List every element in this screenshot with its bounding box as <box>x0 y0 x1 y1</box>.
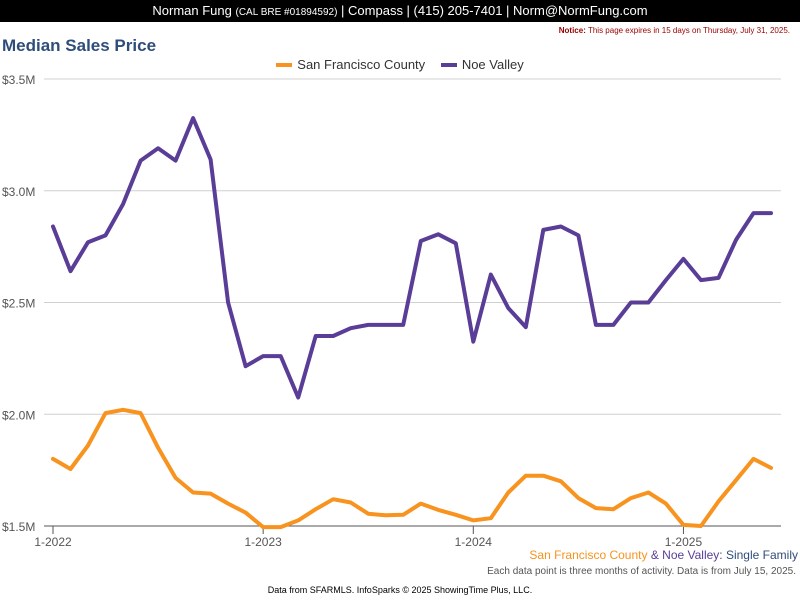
y-tick-label: $3.5M <box>2 73 35 87</box>
agent-name: Norman Fung <box>152 3 232 18</box>
agent-contact: | Compass | (415) 205-7401 | Norm@NormFu… <box>341 3 648 18</box>
chart-title: Median Sales Price <box>2 36 157 55</box>
x-tick-label: 1-2025 <box>665 535 703 549</box>
agent-header-bar: Norman Fung (CAL BRE #01894592) | Compas… <box>0 0 800 22</box>
series-line-sf <box>51 407 773 530</box>
legend-label-nv: Noe Valley <box>461 57 524 72</box>
notice-label: Notice: <box>558 26 586 35</box>
subtitle-amp: & <box>647 548 663 562</box>
y-tick-label: $3.0M <box>2 185 35 199</box>
subtitle-nv: Noe Valley <box>662 548 720 562</box>
legend-swatch-sf <box>276 62 293 67</box>
series-line-nv <box>51 116 773 400</box>
legend-swatch-nv <box>440 62 457 67</box>
expiry-notice: Notice: This page expires in 15 days on … <box>559 26 790 35</box>
y-tick-label: $1.5M <box>2 520 35 534</box>
data-note: Each data point is three months of activ… <box>487 566 796 577</box>
subtitle-sf: San Francisco County <box>529 548 648 562</box>
legend-label-sf: San Francisco County <box>297 57 426 72</box>
x-tick-label: 1-2022 <box>34 535 72 549</box>
notice-text: This page expires in 15 days on Thursday… <box>587 26 790 35</box>
y-tick-label: $2.5M <box>2 297 35 311</box>
x-tick-label: 1-2023 <box>244 535 282 549</box>
x-tick-label: 1-2024 <box>455 535 493 549</box>
chart-subtitle: San Francisco County & Noe Valley: Singl… <box>529 548 798 562</box>
legend-item-nv[interactable]: Noe Valley <box>440 57 524 72</box>
data-credit: Data from SFARMLS. InfoSparks © 2025 Sho… <box>267 585 533 595</box>
legend-item-sf[interactable]: San Francisco County <box>276 57 425 72</box>
y-tick-label: $2.0M <box>2 408 35 422</box>
subtitle-type: : Single Family <box>719 548 798 562</box>
chart-legend: San Francisco County Noe Valley <box>0 57 800 72</box>
agent-license: (CAL BRE #01894592) <box>235 7 338 18</box>
